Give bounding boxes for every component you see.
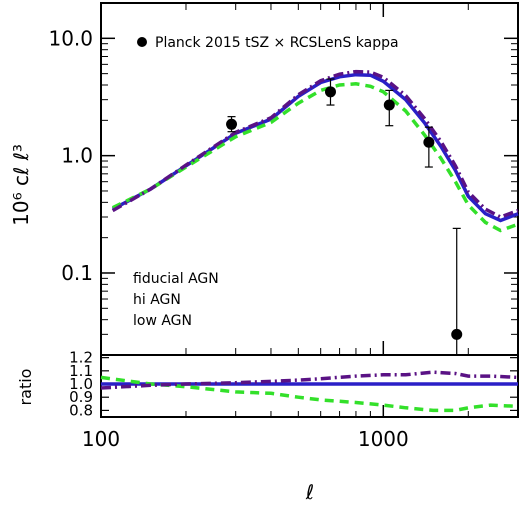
legend-data-marker: [137, 37, 147, 47]
data-point: [226, 118, 238, 130]
x-tick-label: 100: [82, 427, 120, 451]
upper-series-line-1: [111, 72, 519, 223]
legend-series-3: low AGN: [133, 313, 192, 329]
y-tick-label: 1.0: [61, 144, 93, 168]
upper-ticks: 0.1 1.0 10.0: [48, 2, 519, 356]
y-tick-label: 10.0: [48, 26, 93, 50]
y-tick-label: 0.1: [61, 261, 93, 285]
legend-series-2: hi AGN: [133, 292, 181, 308]
upper-series-line-3: [111, 69, 519, 219]
ratio-series-line-3: [100, 370, 519, 390]
data-point: [451, 328, 463, 340]
legend-data-label: Planck 2015 tSZ × RCSLenS kappa: [155, 35, 399, 51]
ratio-y-tick-label: 1.0: [69, 375, 93, 393]
ratio-series-line-2: [100, 375, 519, 413]
ratio-y-tick-label: 1.1: [69, 362, 93, 380]
upper-series: [111, 69, 519, 233]
ratio-y-tick-label: 0.9: [69, 388, 93, 406]
upper-legend: Planck 2015 tSZ × RCSLenS kappa fiducial…: [133, 35, 399, 329]
y-axis-title: 10⁶ cℓ ℓ³: [9, 144, 33, 226]
ratio-y-tick-label: 1.2: [69, 349, 93, 367]
data-point: [423, 136, 435, 148]
upper-data-points: [226, 78, 463, 355]
data-point: [324, 86, 336, 98]
legend-series-1: fiducial AGN: [133, 271, 219, 287]
x-axis-title: ℓ: [305, 480, 314, 504]
data-point: [383, 99, 395, 111]
x-tick-label: 1000: [358, 427, 409, 451]
lower-panel-frame: [100, 354, 519, 418]
ratio-axis-title: ratio: [16, 369, 35, 406]
lower-panel: 0.80.91.01.11.2 100 1000: [69, 349, 519, 451]
upper-panel: 0.1 1.0 10.0 Planck 2015 tSZ × RCSLenS kap…: [48, 2, 519, 356]
lower-ticks: 0.80.91.01.11.2 100 1000: [69, 349, 519, 451]
lower-series: [100, 370, 519, 413]
ratio-y-tick-label: 0.8: [69, 401, 93, 419]
upper-series-line-2: [111, 82, 519, 233]
